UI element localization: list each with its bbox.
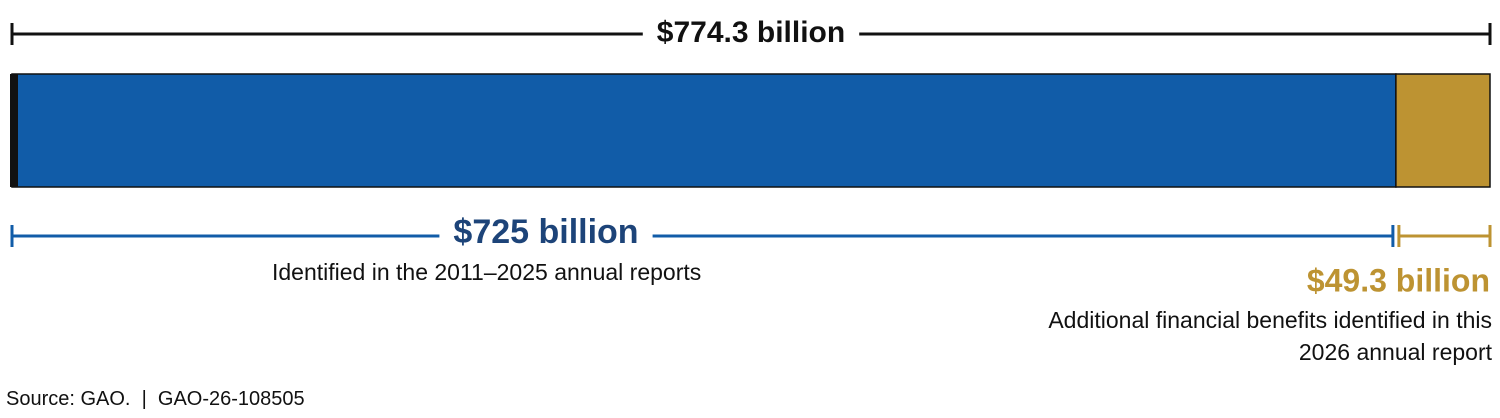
bar-edge (10, 74, 18, 187)
bar-segment (1395, 73, 1491, 188)
label-background (642, 15, 860, 49)
series-description: Additional financial benefits identified… (1048, 307, 1492, 365)
value-label: $49.3 billion (1307, 262, 1490, 298)
bar-segment (11, 73, 1397, 188)
source-note: Source: GAO. | GAO-26-108505 (6, 388, 305, 410)
value-label: $774.3 billion (657, 16, 845, 49)
label-background (439, 212, 653, 251)
value-label: $725 billion (453, 213, 638, 251)
series-description: Identified in the 2011–2025 annual repor… (272, 259, 702, 285)
